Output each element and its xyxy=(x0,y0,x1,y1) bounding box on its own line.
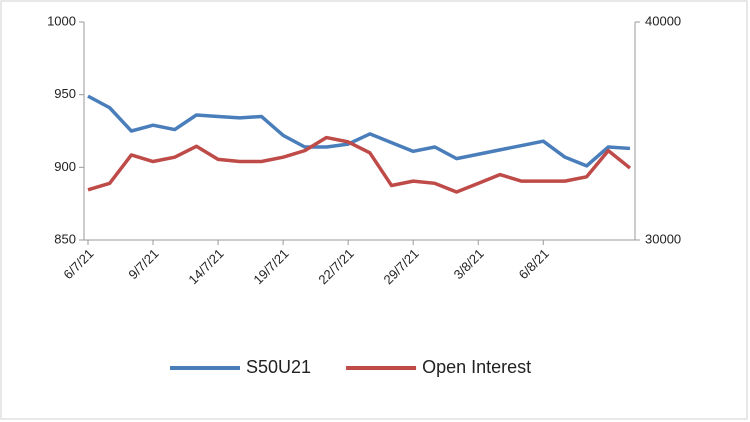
y-tick-label: 1000 xyxy=(47,13,76,28)
y-tick-label: 850 xyxy=(54,231,76,246)
y2-tick-label: 40000 xyxy=(645,13,681,28)
series-line xyxy=(87,94,631,168)
legend-label: Open Interest xyxy=(422,357,531,377)
y-tick-label: 950 xyxy=(54,86,76,101)
series-line xyxy=(87,135,632,194)
y-tick-label: 900 xyxy=(54,159,76,174)
y2-tick-label: 30000 xyxy=(645,231,681,246)
legend-label: S50U21 xyxy=(246,357,311,377)
